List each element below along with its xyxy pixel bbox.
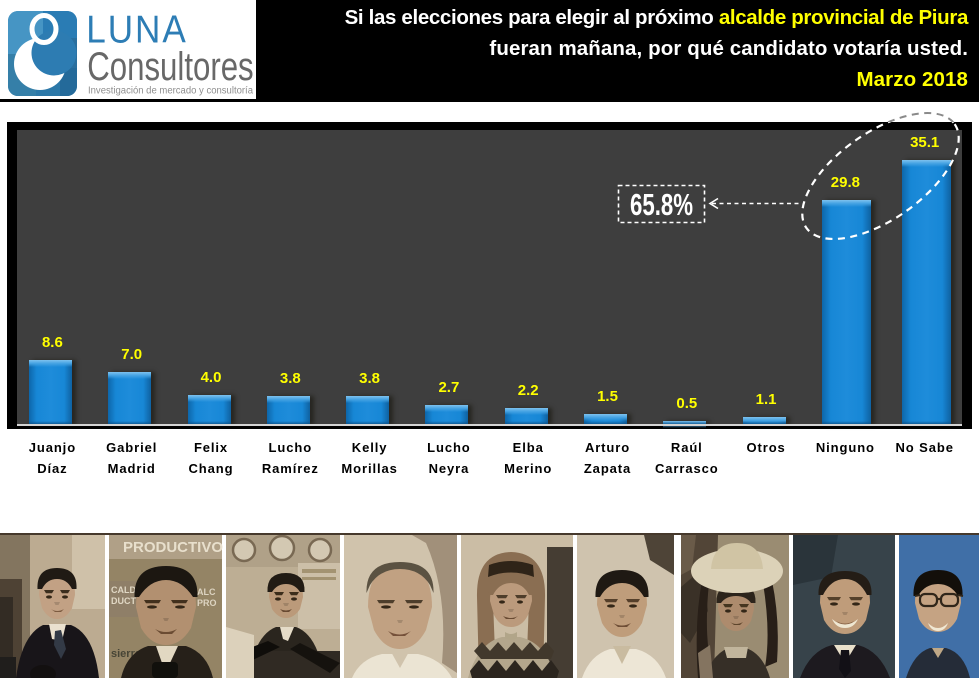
svg-text:PRODUCTIVO 2: PRODUCTIVO 2 <box>123 539 236 556</box>
svg-text:DUCTIVO: DUCTIVO <box>111 596 152 606</box>
svg-text:CALDE: CALDE <box>111 585 142 595</box>
svg-text:Consultores: Consultores <box>87 44 253 89</box>
svg-text:ALC: ALC <box>197 587 216 597</box>
svg-text:PRO: PRO <box>197 598 217 608</box>
svg-text:65.8%: 65.8% <box>630 187 693 222</box>
svg-text:Investigación de mercado y con: Investigación de mercado y consultoría <box>88 86 253 97</box>
svg-text:LUNA: LUNA <box>86 7 188 51</box>
